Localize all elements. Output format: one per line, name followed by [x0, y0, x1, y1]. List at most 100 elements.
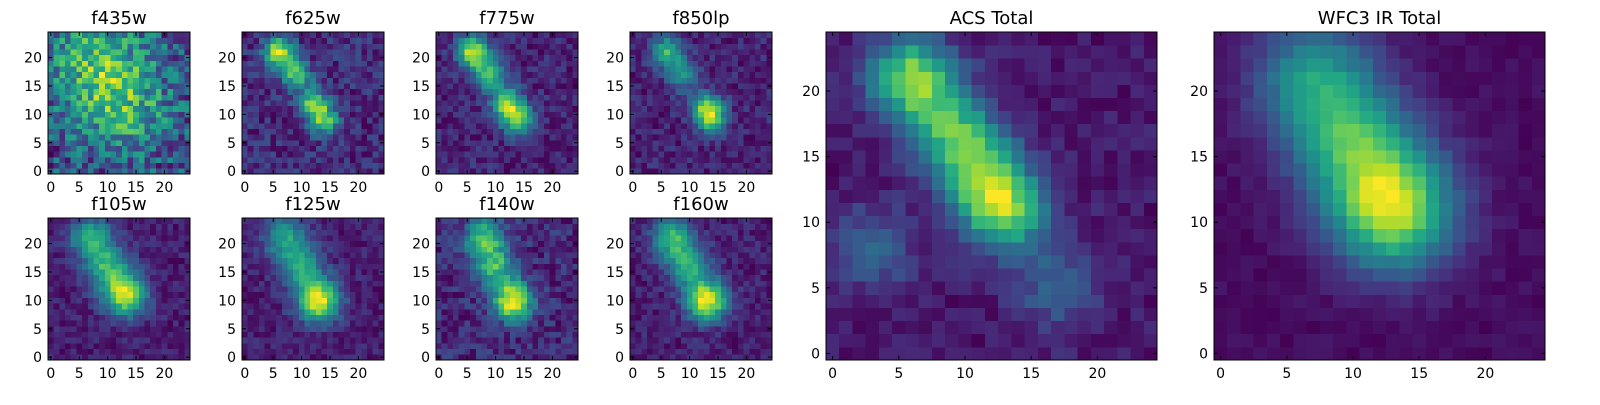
heatmap-cell [139, 275, 145, 281]
heatmap-cell [892, 84, 906, 98]
heatmap-cell [356, 94, 362, 100]
heatmap-cell [761, 32, 767, 38]
heatmap-cell [1131, 111, 1145, 125]
heatmap-cell [447, 269, 453, 275]
heatmap-cell [167, 246, 173, 252]
heatmap-cell [481, 83, 487, 89]
heatmap-cell [459, 49, 465, 55]
heatmap-cell [322, 77, 328, 83]
heatmap-cell [761, 94, 767, 100]
heatmap-cell [698, 157, 704, 163]
heatmap-cell [139, 320, 145, 326]
heatmap-cell [470, 129, 476, 135]
heatmap-cell [367, 218, 373, 224]
heatmap-cell [378, 77, 384, 83]
heatmap-cell [173, 117, 179, 123]
heatmap-cell [670, 43, 676, 49]
heatmap-cell [54, 151, 60, 157]
heatmap-cell [82, 100, 88, 106]
heatmap-cell [453, 43, 459, 49]
heatmap-cell [242, 72, 248, 78]
heatmap-cell [378, 72, 384, 78]
heatmap-cell [516, 129, 522, 135]
heatmap-cell [670, 168, 676, 174]
heatmap-cell [527, 292, 533, 298]
heatmap-cell [1025, 71, 1039, 85]
heatmap-cell [327, 315, 333, 321]
heatmap-cell [516, 354, 522, 360]
heatmap-cell [453, 117, 459, 123]
heatmap-cell [481, 286, 487, 292]
heatmap-cell [270, 49, 276, 55]
heatmap-cell [493, 349, 499, 355]
heatmap-cell [71, 55, 77, 61]
heatmap-cell [265, 246, 271, 252]
heatmap-cell [344, 151, 350, 157]
heatmap-cell [905, 150, 919, 164]
heatmap-cell [658, 163, 664, 169]
heatmap-cell [299, 151, 305, 157]
heatmap-cell [361, 168, 367, 174]
heatmap-cell [356, 286, 362, 292]
heatmap-cell [71, 349, 77, 355]
heatmap-cell [145, 157, 151, 163]
heatmap-cell [265, 343, 271, 349]
heatmap-cell [538, 72, 544, 78]
heatmap-cell [327, 303, 333, 309]
heatmap-cell [476, 337, 482, 343]
heatmap-cell [179, 286, 185, 292]
heatmap-cell [572, 292, 578, 298]
heatmap-cell [533, 303, 539, 309]
heatmap-cell [749, 49, 755, 55]
heatmap-cell [76, 303, 82, 309]
heatmap-cell [128, 224, 134, 230]
heatmap-cell [516, 168, 522, 174]
heatmap-cell [167, 252, 173, 258]
heatmap-cell [1104, 308, 1118, 322]
heatmap-cell [521, 43, 527, 49]
heatmap-cell [150, 168, 156, 174]
heatmap-cell [299, 286, 305, 292]
heatmap-cell [122, 252, 128, 258]
heatmap-cell [110, 349, 116, 355]
heatmap-cell [1091, 45, 1105, 59]
heatmap-cell [76, 235, 82, 241]
heatmap-cell [65, 94, 71, 100]
y-tick-label: 10 [606, 107, 624, 123]
heatmap-cell [54, 60, 60, 66]
heatmap-cell [453, 66, 459, 72]
heatmap-cell [122, 337, 128, 343]
heatmap-cell [93, 269, 99, 275]
heatmap-cell [71, 66, 77, 72]
heatmap-cell [276, 258, 282, 264]
heatmap-cell [378, 117, 384, 123]
heatmap-cell [670, 129, 676, 135]
heatmap-cell [1078, 242, 1092, 256]
heatmap-cell [93, 83, 99, 89]
heatmap-cell [572, 89, 578, 95]
heatmap-cell [59, 309, 65, 315]
heatmap-cell [561, 332, 567, 338]
heatmap-cell [316, 146, 322, 152]
heatmap-cell [316, 252, 322, 258]
x-tick-label: 20 [544, 180, 562, 196]
heatmap-cell [510, 332, 516, 338]
heatmap-cell [128, 77, 134, 83]
heatmap-cell [48, 100, 54, 106]
heatmap-cell [310, 326, 316, 332]
heatmap-cell [826, 163, 840, 177]
heatmap-cell [715, 146, 721, 152]
heatmap-cell [972, 255, 986, 269]
heatmap-cell [88, 303, 94, 309]
heatmap-cell [852, 32, 866, 46]
heatmap-cell [259, 38, 265, 44]
heatmap-cell [128, 49, 134, 55]
heatmap-cell [282, 94, 288, 100]
heatmap-cell [139, 354, 145, 360]
heatmap-cell [1051, 347, 1065, 361]
heatmap-cell [133, 72, 139, 78]
heatmap-cell [755, 77, 761, 83]
heatmap-cell [287, 286, 293, 292]
heatmap-cell [641, 49, 647, 55]
heatmap-cell [476, 343, 482, 349]
